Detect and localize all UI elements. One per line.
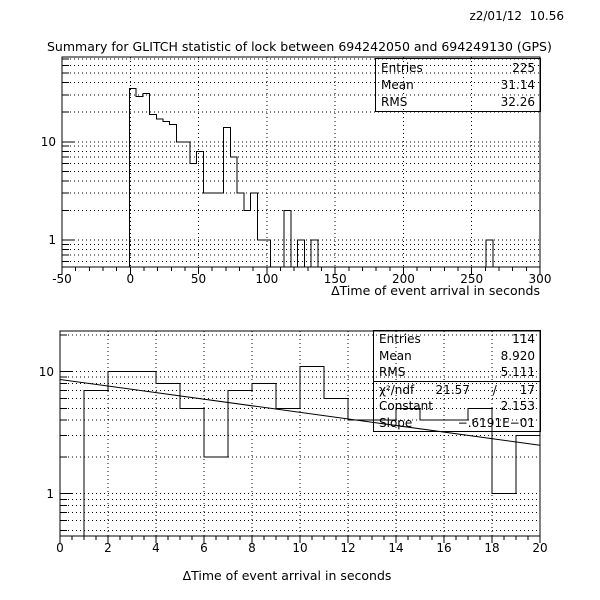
stats-row: Constant 2.153 <box>374 398 540 415</box>
y-tick-label: 1 <box>48 232 56 247</box>
x-tick-label: 0 <box>56 541 64 555</box>
stats-row: Mean 31.14 <box>376 76 540 93</box>
stats-row: Mean 8.920 <box>374 348 540 365</box>
stats-row: χ²/ndf 21.57 / 17 <box>374 380 540 399</box>
x-tick-label: 14 <box>388 541 404 555</box>
stats-value: 114 <box>512 332 535 347</box>
x-tick-label: 0 <box>126 272 135 286</box>
plot-frame <box>59 330 541 537</box>
stats-value: 5.111 <box>500 365 535 380</box>
x-axis-title-top: ΔTime of event arrival in seconds <box>331 283 540 298</box>
stats-label: Entries <box>381 60 423 75</box>
stats-box: Entries 225 Mean 31.14 RMS 32.26 <box>375 58 541 112</box>
x-tick-label: 300 <box>528 272 552 286</box>
x-tick-label: 6 <box>200 541 208 555</box>
stats-value: 2.153 <box>500 399 535 414</box>
stats-label: Entries <box>379 332 421 347</box>
stats-row: Entries 114 <box>374 331 540 348</box>
x-tick-label: -50 <box>52 272 72 286</box>
x-tick-label: 4 <box>152 541 160 555</box>
chart-title: Summary for GLITCH statistic of lock bet… <box>47 39 552 54</box>
y-tick-label: 10 <box>38 364 54 379</box>
fit-line <box>59 379 541 446</box>
x-tick-label: 250 <box>460 272 484 286</box>
histogram-outline <box>60 366 541 537</box>
tick-marks <box>59 334 541 543</box>
stats-label: RMS <box>381 95 408 110</box>
x-tick-label: 100 <box>255 272 279 286</box>
stats-value: 32.26 <box>500 95 535 110</box>
stats-label: Constant <box>379 399 433 414</box>
x-tick-label: 150 <box>323 272 347 286</box>
x-tick-label: 50 <box>190 272 207 286</box>
x-tick-label: 18 <box>484 541 500 555</box>
stats-row: RMS 32.26 <box>376 94 540 111</box>
stats-label: Slope <box>379 415 413 430</box>
x-tick-label: 12 <box>340 541 356 555</box>
stats-box: Entries 114 Mean 8.920 RMS 5.111 χ²/ndf 21.57 /… <box>373 330 541 432</box>
x-tick-label: 8 <box>248 541 256 555</box>
stats-row: RMS 5.111 <box>374 364 540 381</box>
stats-value: 21.57 / 17 <box>435 382 535 397</box>
y-tick-label: 10 <box>40 134 56 149</box>
stats-row: Entries 225 <box>376 59 540 76</box>
gridlines <box>62 57 540 267</box>
timestamp: z2/01/12 10.56 <box>469 9 564 23</box>
plot-frame <box>61 56 541 268</box>
stats-value: −.6191E−01 <box>457 415 535 430</box>
histogram-outline <box>62 87 540 268</box>
x-tick-label: 10 <box>292 541 308 555</box>
x-axis-title-bottom: ΔTime of event arrival in seconds <box>182 568 392 583</box>
x-tick-label: 20 <box>532 541 548 555</box>
stats-label: χ²/ndf <box>379 382 415 397</box>
y-tick-label: 1 <box>46 486 54 501</box>
x-tick-label: 200 <box>391 272 415 286</box>
stats-row: Slope −.6191E−01 <box>374 415 540 432</box>
stats-label: RMS <box>379 365 406 380</box>
x-tick-label: 2 <box>104 541 112 555</box>
stats-label: Mean <box>381 77 414 92</box>
x-tick-label: 16 <box>436 541 452 555</box>
stats-value: 31.14 <box>500 77 535 92</box>
stats-value: 225 <box>512 60 535 75</box>
stats-label: Mean <box>379 348 412 363</box>
tick-marks <box>61 58 541 274</box>
stats-value: 8.920 <box>500 348 535 363</box>
